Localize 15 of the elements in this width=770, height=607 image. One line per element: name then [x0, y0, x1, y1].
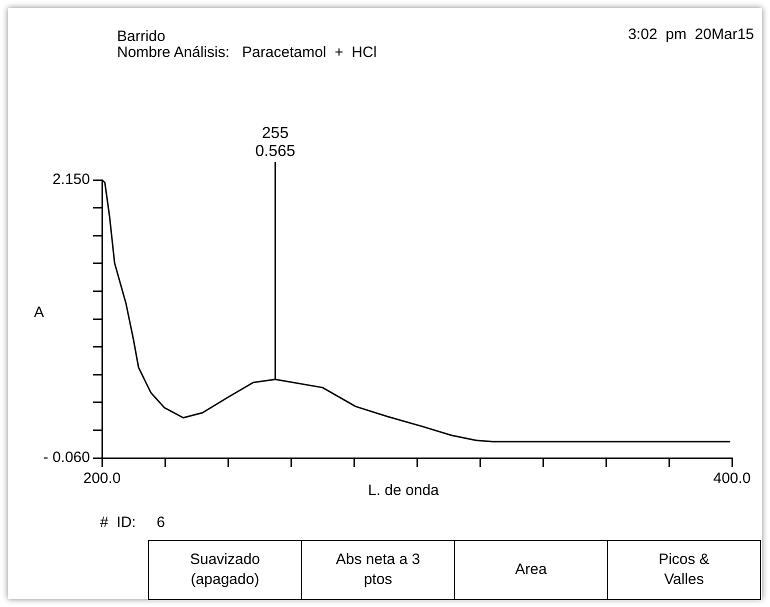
- annotation: 255 0.565: [255, 125, 296, 160]
- text: Abs neta a 3 ptos: [334, 550, 422, 590]
- text: Picos & Valles: [658, 550, 710, 590]
- y-tick-label: - 0.060: [43, 449, 90, 466]
- text: # ID: 6: [100, 514, 166, 531]
- x-axis-title: L. de onda: [368, 482, 439, 499]
- text: Suavizado (apagado): [188, 550, 262, 590]
- x-tick-label: 200.0: [83, 470, 121, 488]
- y-tick-label: 2.150: [52, 171, 90, 188]
- x-tick-label: 400.0: [713, 470, 751, 488]
- chart-subtitle: Nombre Análisis: Paracetamol + HCl: [117, 44, 377, 61]
- y-axis-title: A: [34, 304, 44, 321]
- chart-title: Barrido: [117, 28, 166, 45]
- text: Area: [514, 560, 548, 580]
- text: 3:02 pm 20Mar15: [628, 26, 754, 43]
